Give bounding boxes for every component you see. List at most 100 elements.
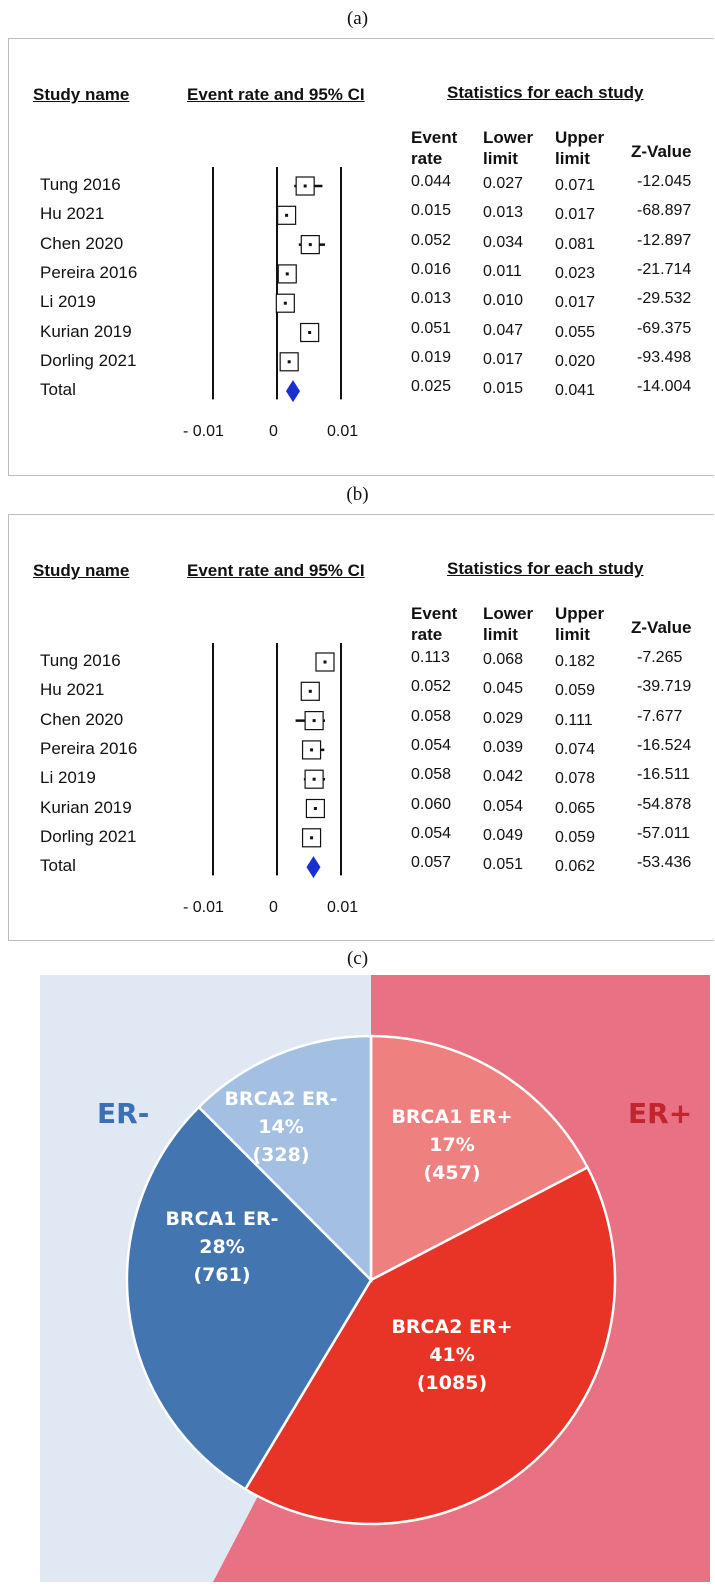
pie-slice-label: 28% <box>199 1236 244 1258</box>
upper-limit-value: 0.059 <box>555 828 596 846</box>
upper-limit-value: 0.023 <box>555 264 596 282</box>
study-marker-center <box>308 331 312 334</box>
upper-limit-value: 0.182 <box>555 653 596 670</box>
lower-limit-value: 0.042 <box>483 768 524 786</box>
event-rate-value: 0.058 <box>411 707 452 725</box>
lower-limit-value: 0.049 <box>483 826 524 844</box>
upper-limit-value: 0.081 <box>555 235 596 253</box>
column-header-line: Upper <box>555 604 605 623</box>
upper-limit-value: 0.065 <box>555 799 596 817</box>
stats-header: Statistics for each study <box>447 83 644 102</box>
study-marker-center <box>312 719 316 723</box>
column-header-line: limit <box>483 625 518 644</box>
pie-slice-label: 14% <box>258 1116 303 1138</box>
upper-limit-value: 0.078 <box>555 770 596 788</box>
event-rate-value: 0.015 <box>411 202 452 220</box>
study-name: Dorling 2021 <box>40 350 137 370</box>
forest-header: Event rate and 95% CI <box>187 561 365 580</box>
study-name: Pereira 2016 <box>40 262 138 282</box>
event-rate-value: 0.013 <box>411 290 452 308</box>
study-name: Kurian 2019 <box>40 797 132 817</box>
lower-limit-value: 0.051 <box>483 856 524 874</box>
axis-tick-label: - 0.01 <box>183 899 224 917</box>
forest-header: Event rate and 95% CI <box>187 85 365 104</box>
event-rate-value: 0.051 <box>411 319 452 337</box>
column-header: Lower limit <box>483 603 533 645</box>
pie-slice-label: (457) <box>423 1162 480 1184</box>
panel-label-a: (a) <box>346 8 369 29</box>
study-name: Hu 2021 <box>40 680 105 700</box>
event-rate-value: 0.044 <box>411 173 452 190</box>
event-rate-value: 0.054 <box>411 736 452 754</box>
pie-slice-label: BRCA2 ER- <box>224 1088 337 1110</box>
column-header: Event rate <box>411 127 457 169</box>
upper-limit-value: 0.074 <box>555 740 596 758</box>
pie-slice-label: (328) <box>252 1144 309 1166</box>
study-name: Kurian 2019 <box>40 321 132 341</box>
z-value: -12.045 <box>637 173 692 190</box>
study-marker-center <box>323 660 327 664</box>
column-header: Upper limit <box>555 127 604 169</box>
axis-tick-label: 0 <box>269 899 278 917</box>
z-value: -14.004 <box>637 378 692 396</box>
lower-limit-value: 0.027 <box>483 175 524 192</box>
pie-panel: BRCA1 ER+ 17% (457) BRCA2 ER+ 41% (1085) BRCA1… <box>40 975 710 1582</box>
pie-slice-label: 41% <box>429 1344 474 1366</box>
forest-panel-a: Study name Event rate and 95% CI Statistic… <box>8 38 714 476</box>
study-name: Hu 2021 <box>40 204 105 224</box>
pie-slice-label: BRCA1 ER- <box>165 1208 278 1230</box>
column-header: Z-Value <box>631 617 691 638</box>
forest-plot <box>212 167 342 403</box>
study-marker-center <box>312 777 316 781</box>
study-name: Tung 2016 <box>40 175 121 194</box>
axis-tick-label: - 0.01 <box>183 423 224 441</box>
study-marker-center <box>285 272 289 276</box>
z-value: -21.714 <box>637 260 692 278</box>
column-header: Lower limit <box>483 127 533 169</box>
er-negative-label: ER- <box>97 1097 150 1130</box>
column-header-line: rate <box>411 149 443 168</box>
study-marker-center <box>303 184 307 188</box>
column-header: Upper limit <box>555 603 604 645</box>
event-rate-value: 0.057 <box>411 854 452 872</box>
study-name: Chen 2020 <box>40 233 124 253</box>
panel-label-c: (c) <box>346 948 369 969</box>
study-name: Pereira 2016 <box>40 738 138 758</box>
er-positive-label: ER+ <box>628 1097 693 1130</box>
z-value: -29.532 <box>637 290 692 308</box>
pie-slice-label: (1085) <box>417 1372 487 1394</box>
lower-limit-value: 0.017 <box>483 350 524 368</box>
z-value: -7.265 <box>637 649 683 666</box>
column-header: Z-Value <box>631 141 691 162</box>
column-header-line: Upper <box>555 128 605 147</box>
axis-tick-label: 0.01 <box>327 423 359 441</box>
column-header-line: Event <box>411 128 458 147</box>
forest-plot <box>212 643 342 879</box>
upper-limit-value: 0.062 <box>555 858 596 876</box>
pie-slice-label: BRCA2 ER+ <box>391 1316 512 1338</box>
study-marker-center <box>308 243 312 247</box>
study-name-header: Study name <box>33 85 130 104</box>
study-name: Total <box>40 380 76 400</box>
event-rate-value: 0.060 <box>411 795 452 813</box>
column-header-line: rate <box>411 625 443 644</box>
lower-limit-value: 0.068 <box>483 651 524 668</box>
z-value: -93.498 <box>637 348 692 366</box>
pie-slice <box>243 1165 617 1526</box>
axis-tick-label: 0.01 <box>327 899 359 917</box>
z-value: -39.719 <box>637 678 692 696</box>
summary-diamond <box>286 380 300 403</box>
study-name: Total <box>40 856 76 876</box>
upper-limit-value: 0.055 <box>555 323 596 341</box>
study-name: Dorling 2021 <box>40 826 137 846</box>
z-value: -7.677 <box>637 707 683 725</box>
lower-limit-value: 0.045 <box>483 680 524 698</box>
lower-limit-value: 0.034 <box>483 233 524 251</box>
column-header-line: Lower <box>483 604 534 623</box>
upper-limit-value: 0.041 <box>555 382 596 400</box>
event-rate-value: 0.019 <box>411 348 452 366</box>
summary-diamond <box>306 856 321 879</box>
pie-slice-label: (761) <box>193 1264 250 1286</box>
upper-limit-value: 0.071 <box>555 177 596 194</box>
upper-limit-value: 0.020 <box>555 352 596 370</box>
